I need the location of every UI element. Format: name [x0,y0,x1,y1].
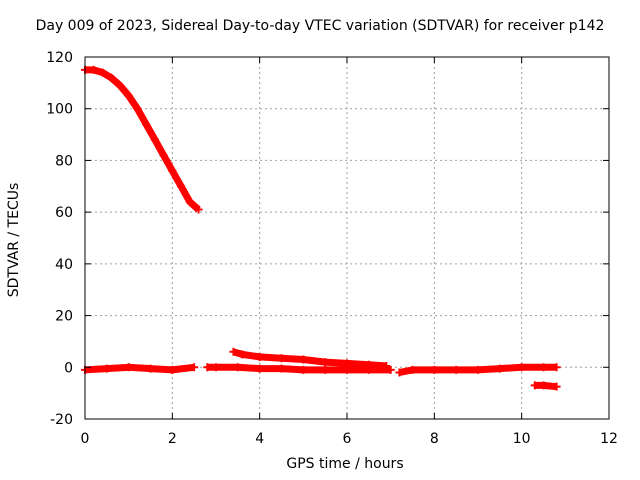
data-point [321,365,330,374]
data-point [452,365,461,374]
data-point [255,352,264,361]
series-segment-2 [81,363,199,374]
data-point [364,360,373,369]
data-point [194,205,203,214]
data-point [552,382,561,391]
data-point [124,363,133,372]
data-point [124,91,133,100]
data-point [233,363,242,372]
data-point [142,120,151,129]
data-point [386,365,395,374]
x-tick-label: 10 [513,431,531,447]
data-point [115,81,124,90]
data-point [185,197,194,206]
series-band [207,363,391,374]
data-point [517,363,526,372]
data-point [430,365,439,374]
x-tick-label: 12 [600,431,618,447]
series-segment-5 [395,363,561,377]
series-segment-3 [203,363,395,374]
chart-title: Day 009 of 2023, Sidereal Day-to-day VTE… [35,18,605,34]
x-tick-label: 4 [255,431,264,447]
data-point [255,364,264,373]
data-point [159,151,168,160]
data-point [395,368,404,377]
data-point [474,365,482,374]
y-tick-label: 80 [55,153,73,169]
data-point [229,347,238,356]
data-point [212,363,220,372]
y-tick-label: 0 [64,360,73,376]
data-point [299,365,308,374]
data-point [343,359,351,368]
data-point [177,182,186,191]
data-point [150,135,159,144]
y-tick-label: 20 [55,309,73,325]
data-point [98,68,107,77]
data-point [168,166,177,175]
data-point [89,65,98,74]
data-point [168,365,177,374]
axis-ticks: 0 2 4 6 8 10 12 -20 0 20 40 60 80 100 120 [46,50,618,447]
series-band [232,348,387,370]
x-tick-label: 0 [81,431,90,447]
data-point [102,364,111,373]
data-point [238,350,247,359]
data-point [277,354,286,363]
data-point [539,381,548,390]
y-tick-label: 60 [55,205,73,221]
data-point [539,363,548,372]
x-tick-label: 2 [168,431,177,447]
series-segment-6 [530,381,561,391]
data-point [382,361,391,370]
y-tick-label: 40 [55,257,73,273]
x-tick-label: 6 [343,431,352,447]
data-point [146,364,155,373]
y-tick-label: 120 [46,50,73,66]
data-point [299,355,308,364]
data-point [277,364,286,373]
data-point [203,363,212,372]
series-band [84,363,195,374]
data-point [321,358,330,367]
data-point [107,73,116,82]
y-tick-label: -20 [50,412,73,428]
data-point [190,363,199,372]
x-tick-label: 8 [430,431,439,447]
series-segment-1 [81,65,203,214]
data-point [530,381,539,390]
data-marks [81,65,561,391]
data-point [495,364,504,373]
x-axis-label: GPS time / hours [286,456,404,472]
data-point [408,365,417,374]
y-tick-label: 100 [46,102,73,118]
series-segment-4 [229,347,391,370]
data-point [133,104,142,113]
data-point [552,363,561,372]
